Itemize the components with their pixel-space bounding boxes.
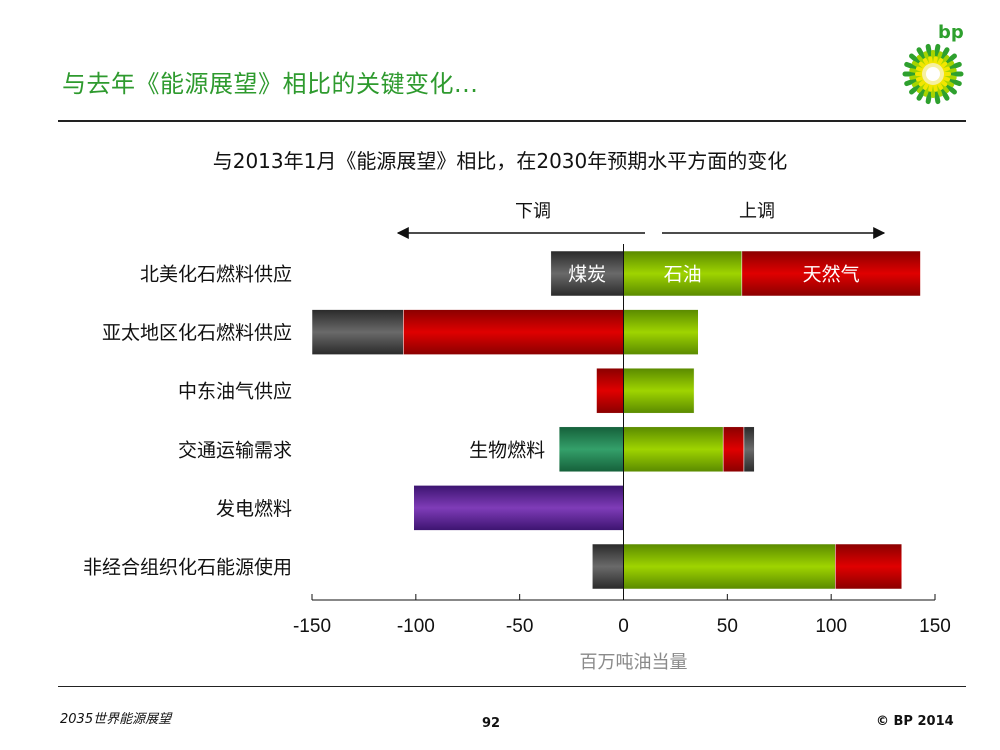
chart-title: 与2013年1月《能源展望》相比，在2030年预期水平方面的变化 [212, 149, 788, 173]
x-tick-label: 100 [815, 616, 847, 637]
segment-label-oil: 石油 [664, 264, 702, 286]
bar-segment-gas [722, 426, 745, 473]
category-label: 亚太地区化石燃料供应 [102, 322, 292, 344]
bar-segment-oil [623, 367, 695, 414]
bar-segment-coal [592, 543, 624, 590]
slide-title: 与去年《能源展望》相比的关键变化... [62, 70, 479, 98]
category-label: 非经合组织化石能源使用 [83, 557, 292, 579]
bar-segment-coal [311, 309, 404, 355]
bar-segment-oil [623, 309, 699, 355]
bar-segment-gas [403, 309, 624, 355]
category-label: 交通运输需求 [178, 439, 292, 461]
x-tick-label: 150 [919, 616, 951, 637]
x-tick-label: 0 [618, 616, 629, 637]
bar-segment-gas [741, 250, 921, 297]
up-label: 上调 [739, 201, 775, 222]
footer-divider [58, 686, 966, 687]
bp-logo-text: bp [938, 22, 964, 43]
category-label: 北美化石燃料供应 [140, 264, 292, 286]
bar-segment-biofuel [558, 426, 624, 473]
bar-segment-power [413, 485, 624, 531]
segment-label-coal: 煤炭 [568, 264, 606, 286]
bar-segment-gas [835, 543, 903, 590]
copyright: © BP 2014 [876, 714, 954, 729]
bar-segment-oil [623, 250, 743, 297]
category-label: 中东油气供应 [178, 381, 292, 403]
x-tick-label: -100 [397, 616, 435, 637]
x-tick-label: -50 [506, 616, 533, 637]
segment-label-biofuel: 生物燃料 [469, 439, 545, 461]
bar-segment-gas [596, 367, 624, 414]
bar-segment-oil [623, 543, 836, 590]
down-label: 下调 [515, 201, 551, 222]
title-divider [58, 120, 966, 122]
page-number: 92 [482, 716, 501, 731]
bar-segment-coal [550, 250, 624, 297]
bp-helios-logo-icon [902, 43, 964, 105]
x-axis-title: 百万吨油当量 [580, 652, 688, 673]
category-label: 发电燃料 [216, 498, 292, 520]
segment-label-gas: 天然气 [803, 264, 860, 286]
x-tick-label: 50 [717, 616, 738, 637]
bar-segment-oil [623, 426, 724, 473]
bar-segment-coal [743, 426, 755, 473]
footer-publication: 2035世界能源展望 [60, 712, 172, 727]
x-tick-label: -150 [293, 616, 331, 637]
